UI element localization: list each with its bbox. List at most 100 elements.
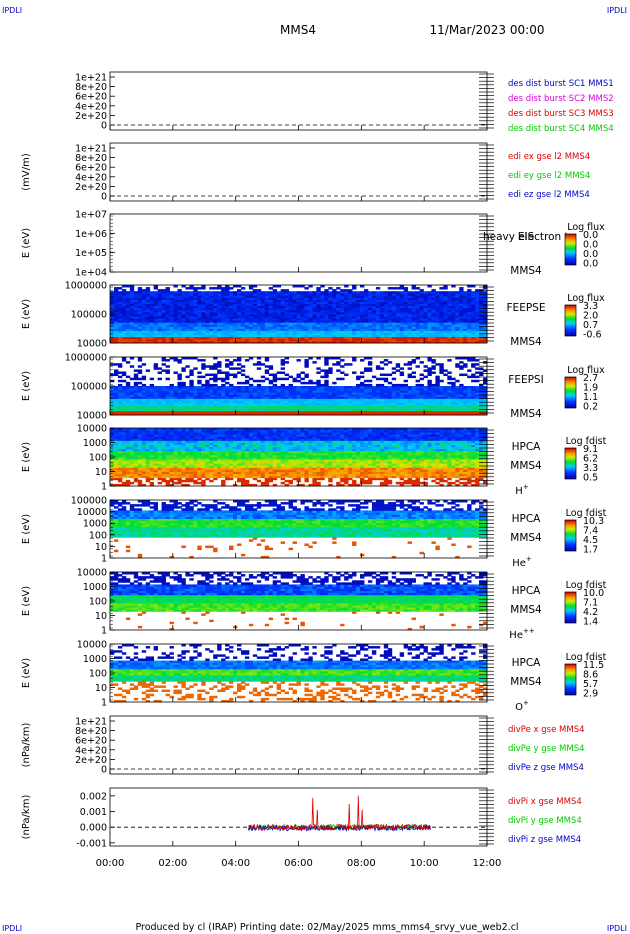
spectro-cell (169, 328, 174, 331)
spectro-cell (451, 324, 456, 327)
spectro-cell (407, 293, 412, 296)
spectro-cell (320, 314, 325, 317)
spectro-cell (371, 301, 377, 305)
spectro-cell (356, 334, 361, 338)
spectro-cell (129, 406, 135, 410)
spectro-cell (360, 297, 365, 300)
spectro-cell (344, 398, 349, 401)
spectro-cell (165, 320, 170, 323)
spectro-cell (308, 285, 313, 288)
spectro-cell (391, 330, 397, 334)
spectro-cell (363, 336, 369, 340)
spectro-cell (113, 363, 119, 366)
spectro-cell (316, 371, 321, 374)
spectro-cell (121, 303, 127, 307)
spectro-cell (209, 408, 214, 412)
spacecraft-label: MMS4 (510, 265, 542, 277)
spectro-cell (121, 371, 127, 374)
spectro-cell (296, 320, 301, 323)
spectro-cell (177, 412, 182, 416)
spectro-cell (399, 406, 405, 410)
spectro-cell (423, 400, 428, 403)
spectro-cell (221, 326, 226, 329)
spectro-cell (475, 412, 480, 416)
spectro-cell (312, 309, 317, 313)
spectro-cell (344, 303, 349, 307)
spectro-cell (236, 386, 242, 389)
y-tick-label: 1000000 (65, 353, 107, 364)
spectro-cell (363, 291, 369, 294)
spectro-cell (185, 408, 190, 412)
spectro-cell (217, 287, 222, 290)
spectro-cell (125, 479, 131, 483)
spectro-cell (129, 332, 135, 336)
spectro-cell (145, 386, 151, 389)
spectro-cell (177, 299, 182, 302)
spectro-cell (419, 412, 424, 416)
spectro-cell (379, 398, 385, 401)
spectro-cell (145, 332, 151, 336)
spectro-cell (197, 328, 202, 331)
spectro-cell (110, 326, 115, 329)
spectro-cell (391, 293, 397, 296)
spectro-cell (352, 338, 357, 342)
spectro-cell (189, 320, 194, 323)
spectro-cell (352, 311, 357, 315)
spectro-cell (360, 338, 365, 342)
spectro-cell (435, 375, 440, 379)
spectro-cell (280, 334, 286, 338)
spectro-cell (467, 340, 472, 344)
spectro-cell (197, 406, 202, 410)
spectro-cell (233, 396, 238, 399)
spectro-cell (391, 377, 397, 381)
spectro-cell (383, 322, 389, 325)
spectro-cell (443, 287, 448, 290)
spectro-cell (121, 311, 127, 315)
spectro-cell (395, 307, 401, 311)
spectro-cell (225, 398, 230, 401)
spectro-cell (467, 404, 472, 408)
spectro-cell (296, 314, 301, 317)
spectro-cell (260, 324, 266, 327)
spectro-cell (471, 301, 476, 305)
spectro-cell (185, 332, 190, 336)
spectro-cell (197, 324, 202, 327)
spectro-cell (229, 309, 234, 313)
spectro-cell (439, 301, 444, 305)
spectro-cell (161, 396, 166, 399)
spectro-cell (213, 293, 218, 296)
spectro-cell (316, 402, 321, 406)
spectro-cell (121, 394, 127, 397)
spectro-cell (236, 293, 242, 296)
spectro-cell (411, 400, 416, 403)
spectro-cell (419, 373, 424, 377)
spectro-cell (479, 314, 484, 317)
spectro-cell (125, 297, 131, 300)
spectro-cell (173, 316, 178, 319)
spectro-cell (280, 359, 286, 362)
spectro-cell (149, 332, 155, 336)
spectro-cell (268, 400, 274, 403)
spectro-cell (117, 338, 123, 342)
spectro-cell (431, 479, 436, 483)
spectro-cell (455, 336, 460, 340)
spectro-cell (399, 336, 405, 340)
spectro-cell (252, 379, 258, 383)
spectro-cell (256, 320, 262, 323)
spectro-cell (244, 379, 250, 383)
spectro-cell (363, 398, 369, 401)
spectro-cell (268, 314, 274, 317)
spectro-cell (272, 324, 278, 327)
spectro-cell (221, 307, 226, 311)
spectro-cell (435, 398, 440, 401)
spectro-cell (256, 340, 262, 344)
spectro-cell (201, 408, 206, 412)
spectro-cell (320, 303, 325, 307)
spectro-cell (221, 383, 226, 387)
spectro-cell (403, 289, 409, 292)
spectro-cell (407, 404, 412, 408)
spectro-cell (240, 334, 246, 338)
spectro-cell (391, 412, 397, 416)
spectro-cell (463, 295, 468, 298)
